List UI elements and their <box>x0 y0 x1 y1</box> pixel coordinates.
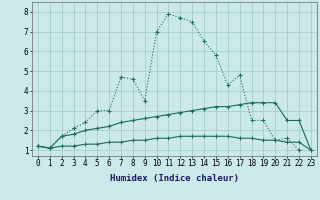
X-axis label: Humidex (Indice chaleur): Humidex (Indice chaleur) <box>110 174 239 183</box>
